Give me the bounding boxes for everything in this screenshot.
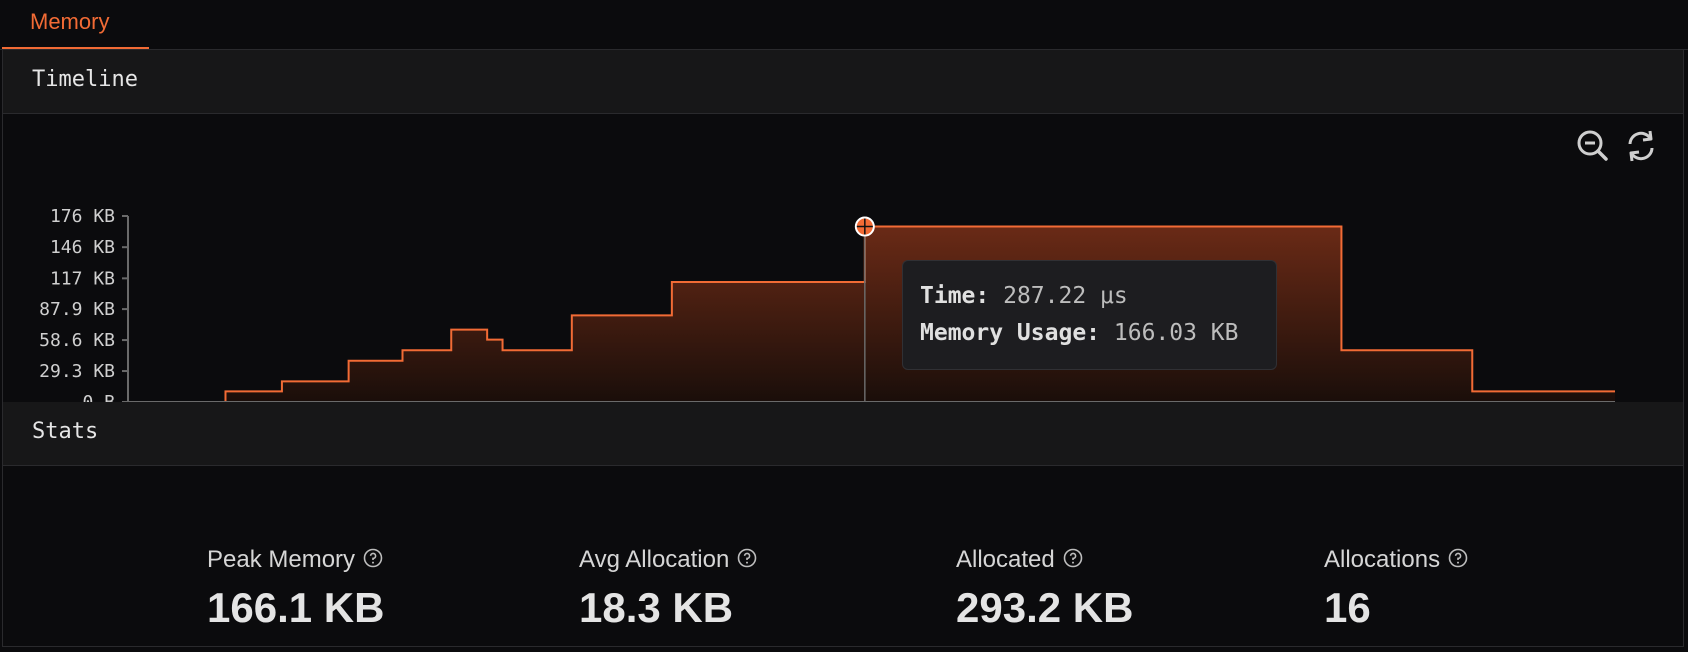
timeline-title: Timeline xyxy=(32,67,138,92)
y-tick-label: 58.6 KB xyxy=(39,330,115,351)
tooltip-memory-label: Memory Usage: xyxy=(920,320,1101,346)
y-tick-label: 0 B xyxy=(82,392,115,402)
stat-label-wrap: Peak Memory xyxy=(207,546,383,575)
tooltip-time-value: 287.22 μs xyxy=(1003,283,1128,309)
stat-label-wrap: Allocated xyxy=(956,546,1083,575)
y-tick-label: 87.9 KB xyxy=(39,299,115,320)
stat-value: 166.1 KB xyxy=(207,584,385,631)
refresh-icon[interactable] xyxy=(1623,128,1659,164)
chart-svg: 176 KB 146 KB 117 KB 87.9 KB 58.6 KB 29.3 KB 0… xyxy=(39,206,1675,438)
help-circle-icon[interactable] xyxy=(1063,547,1083,575)
stats-title: Stats xyxy=(32,419,99,444)
stat-label-wrap: Allocations xyxy=(1324,546,1468,575)
y-tick-label: 117 KB xyxy=(50,268,115,289)
help-circle-icon[interactable] xyxy=(1448,547,1468,575)
tab-memory[interactable]: Memory xyxy=(2,0,149,49)
timeline-header: Timeline xyxy=(3,50,1683,114)
help-circle-icon[interactable] xyxy=(363,547,383,575)
y-tick-label: 29.3 KB xyxy=(39,361,115,382)
memory-panel: Timeline 176 KB 146 KB 117 KB 87.9 KB 58.6 K… xyxy=(2,50,1684,647)
stat-label: Allocated xyxy=(956,546,1055,573)
help-circle-icon[interactable] xyxy=(737,547,757,575)
y-tick-label: 176 KB xyxy=(50,206,115,227)
memory-series-line xyxy=(128,225,1615,403)
memory-area-fill xyxy=(128,226,1615,402)
stat-value: 18.3 KB xyxy=(579,584,734,631)
stat-value: 293.2 KB xyxy=(956,584,1134,631)
timeline-chart[interactable]: 176 KB 146 KB 117 KB 87.9 KB 58.6 KB 29.3 KB 0… xyxy=(3,114,1683,438)
stat-label: Avg Allocation xyxy=(579,546,730,573)
stat-value: 16 xyxy=(1324,584,1371,631)
stats-header: Stats xyxy=(3,402,1683,466)
tooltip-time-label: Time: xyxy=(920,283,990,309)
stat-label: Allocations xyxy=(1324,546,1441,573)
stat-label: Peak Memory xyxy=(207,546,356,573)
y-tick-label: 146 KB xyxy=(50,237,115,258)
tooltip-memory-value: 166.03 KB xyxy=(1113,320,1239,346)
tab-memory-label: Memory xyxy=(30,9,110,34)
chart-tooltip: Time: 287.22 μs Memory Usage: 166.03 KB xyxy=(902,260,1277,370)
stats-grid: Peak Memory 166.1 KB Avg Allocation 18.3… xyxy=(3,466,1683,646)
zoom-out-icon[interactable] xyxy=(1575,128,1611,164)
stat-label-wrap: Avg Allocation xyxy=(579,546,757,575)
tab-bar: Memory xyxy=(0,0,1688,50)
